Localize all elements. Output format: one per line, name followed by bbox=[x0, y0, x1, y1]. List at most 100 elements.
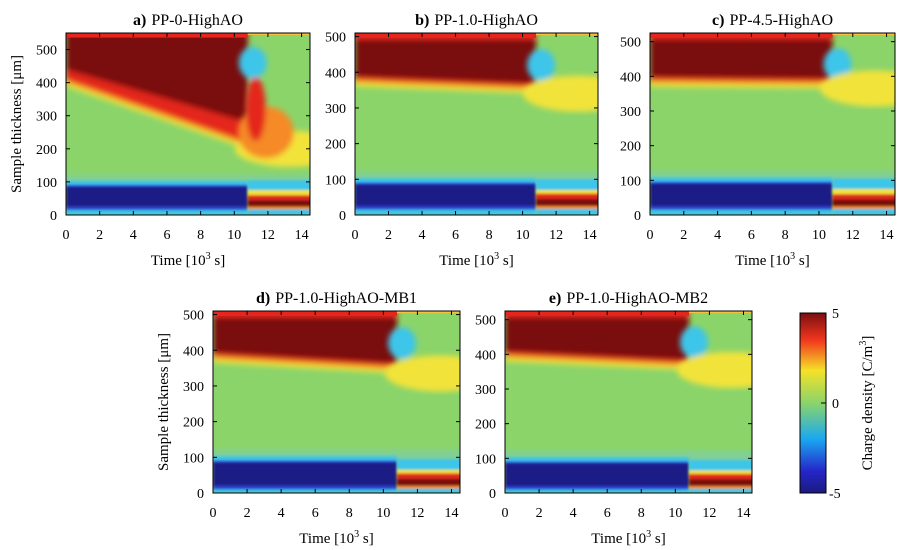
x-axis-label: Time [103 s] bbox=[299, 529, 373, 547]
panel-1: 0 2 4 6 8 10 12 14 0 100 200 300 400 500 a) PP-0-HighAO… bbox=[9, 12, 311, 269]
x-tick-label: 8 bbox=[638, 506, 645, 521]
x-tick-label: 12 bbox=[846, 228, 860, 243]
heatmap bbox=[66, 33, 310, 215]
post-switch-region bbox=[677, 326, 752, 388]
x-tick-label: 0 bbox=[647, 228, 654, 243]
colorbar-tick-zero: 0 bbox=[832, 397, 839, 412]
negative-charge-band bbox=[650, 183, 833, 207]
x-tick-label: 4 bbox=[278, 506, 285, 521]
y-tick-label: 300 bbox=[475, 383, 496, 398]
heatmap bbox=[213, 311, 460, 493]
y-tick-label: 100 bbox=[36, 176, 57, 191]
y-tick-label: 300 bbox=[36, 110, 57, 125]
panel-5: 0 2 4 6 8 10 12 14 0 100 200 300 400 500 e) PP-1.0-High… bbox=[475, 290, 753, 547]
y-tick-label: 100 bbox=[183, 451, 204, 466]
positive-charge-core bbox=[650, 39, 833, 79]
x-tick-label: 4 bbox=[130, 228, 137, 243]
x-tick-label: 6 bbox=[748, 228, 755, 243]
y-tick-label: 200 bbox=[36, 143, 57, 158]
x-tick-label: 8 bbox=[782, 228, 789, 243]
x-tick-label: 0 bbox=[210, 506, 217, 521]
y-tick-label: 400 bbox=[36, 77, 57, 92]
panel-title: a) PP-0-HighAO bbox=[133, 12, 243, 29]
panel-title: d) PP-1.0-HighAO-MB1 bbox=[256, 290, 417, 307]
y-tick-label: 300 bbox=[325, 102, 346, 117]
x-tick-label: 14 bbox=[295, 228, 309, 243]
negative-charge-band bbox=[505, 463, 689, 487]
heatmap bbox=[355, 33, 598, 215]
y-tick-label: 0 bbox=[197, 487, 204, 502]
y-tick-label: 500 bbox=[325, 31, 346, 46]
x-tick-label: 2 bbox=[385, 228, 392, 243]
x-tick-label: 0 bbox=[63, 228, 70, 243]
y-tick-label: 100 bbox=[325, 173, 346, 188]
y-tick-label: 0 bbox=[339, 209, 346, 224]
x-tick-label: 4 bbox=[570, 506, 577, 521]
axes-frame bbox=[212, 310, 461, 494]
y-tick-label: 0 bbox=[489, 487, 496, 502]
x-axis-label: Time [103 s] bbox=[591, 529, 665, 547]
colorbar: 5 0 -5 Charge density [C/m3] bbox=[799, 307, 876, 502]
y-tick-label: 0 bbox=[634, 209, 641, 224]
x-axis-label: Time [103 s] bbox=[439, 251, 513, 269]
colorbar-label: Charge density [C/m3] bbox=[858, 336, 876, 471]
negative-charge-band bbox=[355, 184, 536, 207]
x-tick-label: 8 bbox=[486, 228, 493, 243]
y-tick-label: 100 bbox=[475, 452, 496, 467]
y-tick-label: 300 bbox=[183, 380, 204, 395]
positive-charge-core bbox=[66, 33, 248, 123]
x-tick-label: 14 bbox=[583, 228, 597, 243]
y-tick-label: 500 bbox=[475, 314, 496, 329]
x-tick-label: 2 bbox=[244, 506, 251, 521]
x-tick-label: 12 bbox=[702, 506, 716, 521]
positive-charge-core bbox=[355, 39, 536, 84]
x-tick-label: 10 bbox=[812, 228, 826, 243]
panel-2: 0 2 4 6 8 10 12 14 0 100 200 300 400 500 b) PP-1.0-High… bbox=[325, 12, 599, 269]
x-tick-label: 4 bbox=[714, 228, 721, 243]
axes-frame bbox=[649, 32, 896, 216]
x-tick-label: 6 bbox=[604, 506, 611, 521]
positive-charge-core bbox=[505, 317, 689, 361]
x-tick-label: 8 bbox=[346, 506, 353, 521]
panel-3: 0 2 4 6 8 10 12 14 0 100 200 300 400 500 c) PP-4.5-High… bbox=[620, 12, 896, 269]
x-tick-label: 14 bbox=[736, 506, 750, 521]
post-switch-region bbox=[523, 49, 598, 112]
x-tick-label: 6 bbox=[452, 228, 459, 243]
x-tick-label: 10 bbox=[516, 228, 530, 243]
negative-charge-band bbox=[213, 462, 397, 486]
x-tick-label: 6 bbox=[312, 506, 319, 521]
panel-title: e) PP-1.0-HighAO-MB2 bbox=[549, 290, 708, 307]
negative-charge-band bbox=[66, 186, 248, 207]
post-switch-region bbox=[385, 327, 460, 392]
y-tick-label: 300 bbox=[620, 105, 641, 120]
x-tick-label: 4 bbox=[419, 228, 426, 243]
x-tick-label: 0 bbox=[502, 506, 509, 521]
axes-frame bbox=[504, 310, 753, 494]
axes-frame bbox=[354, 32, 599, 216]
axes-frame bbox=[65, 32, 311, 216]
y-tick-label: 100 bbox=[620, 174, 641, 189]
x-tick-label: 10 bbox=[668, 506, 682, 521]
x-tick-label: 14 bbox=[880, 228, 894, 243]
x-tick-label: 14 bbox=[444, 506, 458, 521]
x-tick-label: 12 bbox=[261, 228, 275, 243]
y-tick-label: 400 bbox=[183, 344, 204, 359]
y-tick-label: 500 bbox=[183, 309, 204, 324]
y-tick-label: 200 bbox=[620, 140, 641, 155]
x-tick-label: 2 bbox=[680, 228, 687, 243]
post-switch-region bbox=[820, 48, 895, 107]
x-tick-label: 0 bbox=[352, 228, 359, 243]
y-tick-label: 200 bbox=[475, 418, 496, 433]
x-tick-label: 2 bbox=[96, 228, 103, 243]
y-tick-label: 500 bbox=[620, 36, 641, 51]
x-tick-label: 10 bbox=[376, 506, 390, 521]
x-tick-label: 6 bbox=[163, 228, 170, 243]
x-tick-label: 10 bbox=[227, 228, 241, 243]
y-tick-label: 500 bbox=[36, 44, 57, 59]
x-tick-label: 12 bbox=[549, 228, 563, 243]
x-axis-label: Time [103 s] bbox=[151, 251, 225, 269]
panel-title: c) PP-4.5-HighAO bbox=[712, 12, 833, 29]
y-axis-label: Sample thickness [μm] bbox=[156, 333, 172, 471]
x-tick-label: 2 bbox=[536, 506, 543, 521]
